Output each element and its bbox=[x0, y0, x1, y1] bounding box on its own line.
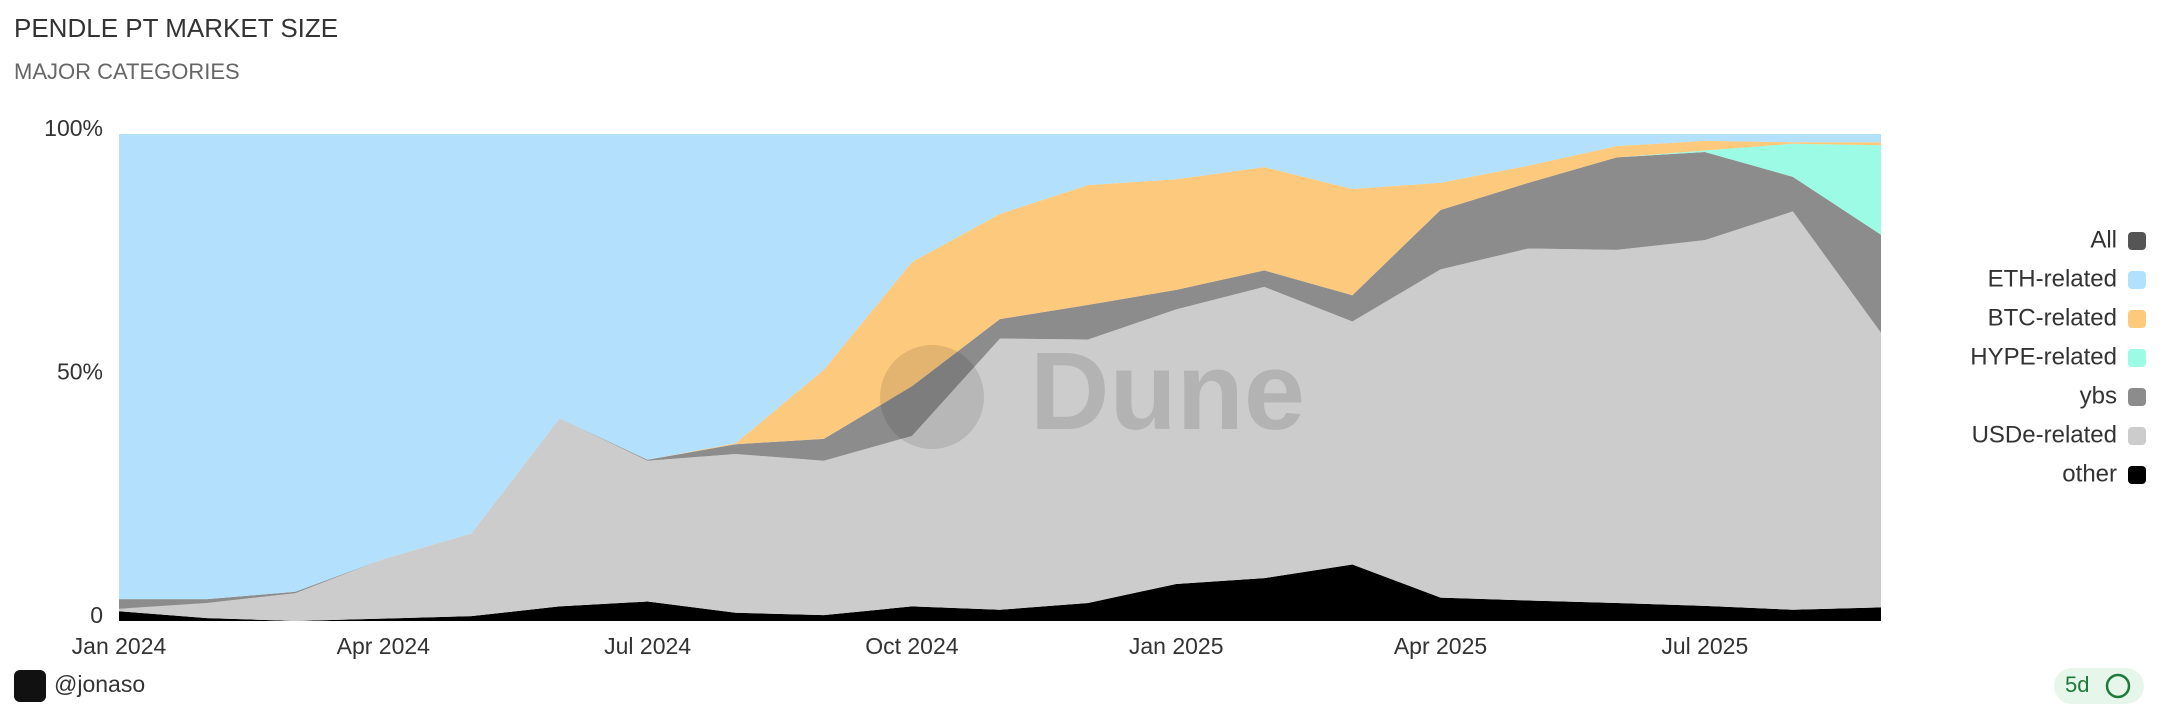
x-tick-label: Oct 2024 bbox=[865, 633, 959, 659]
x-tick-label: Jan 2024 bbox=[72, 633, 167, 659]
author[interactable]: @jonaso bbox=[54, 671, 145, 697]
area bbox=[119, 211, 1881, 622]
watermark: Dune bbox=[1030, 330, 1305, 453]
legend-swatch bbox=[2128, 232, 2146, 250]
legend-swatch bbox=[2128, 466, 2146, 484]
chart-title: PENDLE PT MARKET SIZE bbox=[14, 13, 338, 43]
area bbox=[119, 140, 1881, 600]
refresh-icon bbox=[2105, 673, 2131, 699]
x-tick-label: Apr 2025 bbox=[1394, 633, 1487, 659]
legend-label: BTC-related bbox=[1988, 304, 2117, 331]
refresh-label: 5d bbox=[2065, 672, 2089, 697]
legend-swatch bbox=[2128, 310, 2146, 328]
legend-label: other bbox=[2062, 460, 2117, 487]
y-tick-label: 0 bbox=[90, 602, 103, 628]
x-tick-label: Jul 2024 bbox=[604, 633, 691, 659]
y-tick-label: 100% bbox=[44, 115, 103, 141]
plot-area bbox=[119, 134, 1881, 622]
watermark-logo bbox=[880, 345, 984, 449]
legend-swatch bbox=[2128, 271, 2146, 289]
area bbox=[119, 152, 1881, 609]
y-tick-label: 50% bbox=[57, 359, 103, 385]
legend-swatch bbox=[2128, 427, 2146, 445]
avatar bbox=[14, 670, 46, 702]
legend-label: ETH-related bbox=[1988, 265, 2117, 292]
legend-label: HYPE-related bbox=[1970, 343, 2117, 370]
legend-label: ybs bbox=[2080, 382, 2117, 409]
refresh-badge[interactable] bbox=[2054, 668, 2144, 704]
x-tick-label: Jan 2025 bbox=[1129, 633, 1224, 659]
legend-swatch bbox=[2128, 349, 2146, 367]
area bbox=[119, 134, 1881, 600]
legend-label: USDe-related bbox=[1972, 421, 2117, 448]
x-tick-label: Apr 2024 bbox=[337, 633, 431, 659]
x-tick-label: Jul 2025 bbox=[1661, 633, 1748, 659]
legend-swatch bbox=[2128, 388, 2146, 406]
area bbox=[119, 564, 1881, 621]
legend-label: All bbox=[2090, 226, 2117, 253]
chart-subtitle: MAJOR CATEGORIES bbox=[14, 59, 240, 84]
